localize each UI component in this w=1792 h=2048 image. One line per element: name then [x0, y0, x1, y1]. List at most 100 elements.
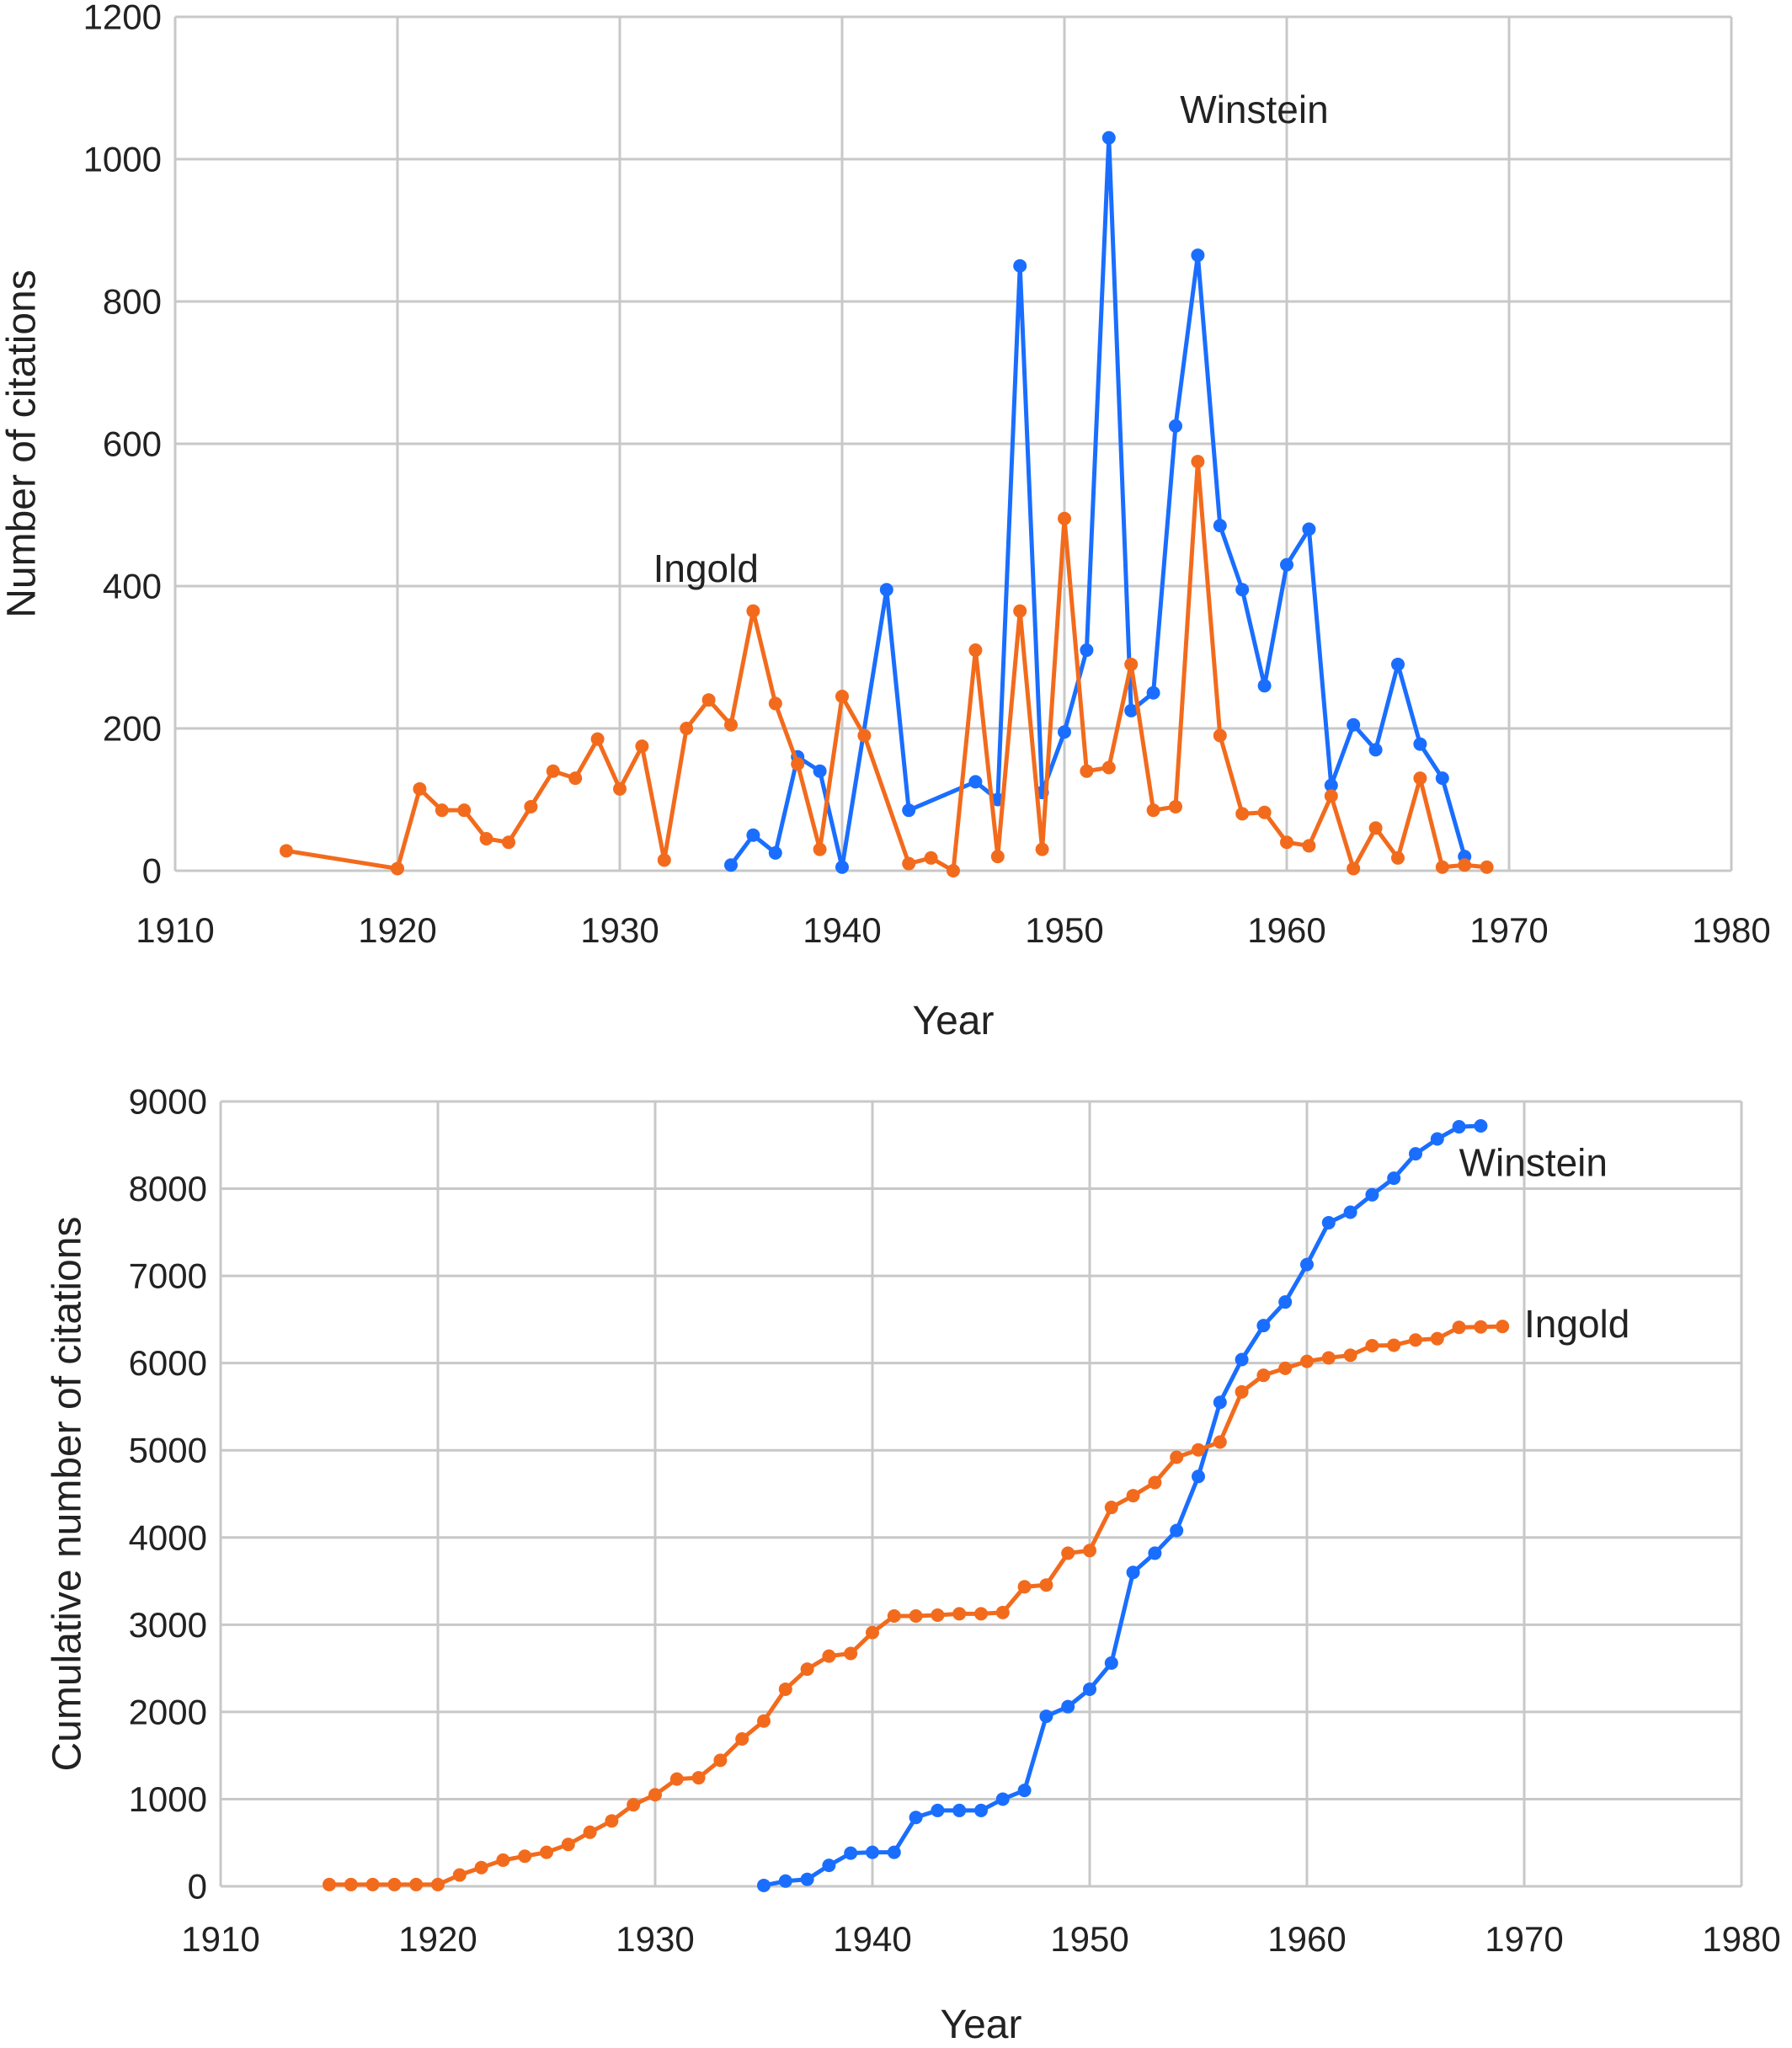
y-tick-label: 0 [188, 1867, 207, 1907]
data-point-ingold [657, 853, 671, 867]
data-point-winstein [835, 860, 849, 874]
data-point-ingold [1126, 1489, 1140, 1503]
data-point-ingold [648, 1788, 662, 1802]
data-point-ingold [1257, 805, 1272, 819]
annotation-winstein: Winstein [1180, 88, 1328, 131]
data-point-winstein [866, 1845, 879, 1859]
data-point-winstein [909, 1811, 923, 1825]
data-point-ingold [680, 722, 694, 735]
x-tick-label: 1950 [1050, 1919, 1128, 1959]
x-tick-label: 1910 [181, 1919, 259, 1959]
data-point-ingold [1213, 728, 1227, 743]
y-tick-label: 6000 [129, 1343, 207, 1383]
series-ingold [280, 455, 1494, 877]
y-tick-label: 400 [103, 567, 162, 606]
data-point-winstein [1192, 1469, 1205, 1484]
data-point-ingold [561, 1837, 575, 1852]
data-point-ingold [391, 861, 404, 876]
data-point-winstein [1257, 679, 1272, 693]
y-tick-label: 1000 [129, 1779, 207, 1819]
data-point-ingold [1192, 1443, 1205, 1457]
y-tick-label: 9000 [129, 1082, 207, 1122]
data-point-ingold [1124, 657, 1139, 671]
data-point-ingold [1013, 604, 1027, 618]
data-point-ingold [887, 1608, 901, 1623]
data-point-winstein [968, 775, 983, 789]
data-point-ingold [1435, 860, 1449, 874]
data-point-winstein [1126, 1565, 1140, 1580]
data-point-ingold [974, 1607, 988, 1621]
data-point-winstein [1080, 643, 1094, 658]
data-point-winstein [1169, 419, 1182, 433]
data-point-ingold [431, 1877, 445, 1891]
data-point-winstein [1124, 703, 1139, 717]
x-tick-label: 1930 [580, 910, 659, 950]
data-point-winstein [1017, 1784, 1032, 1798]
y-tick-label: 7000 [129, 1256, 207, 1296]
x-tick-label: 1960 [1247, 910, 1325, 950]
chart-cumulative-citations: 1910 1920 1930 1940 1950 1960 1970 1980 0 1000 200… [45, 1082, 1781, 2048]
data-point-ingold [1104, 1501, 1118, 1515]
data-point-ingold [1480, 860, 1494, 874]
data-point-ingold [1458, 858, 1472, 872]
data-point-winstein [757, 1878, 771, 1892]
data-point-winstein [1474, 1118, 1488, 1133]
data-point-ingold [1235, 1384, 1249, 1399]
data-point-winstein [1170, 1523, 1184, 1538]
data-point-ingold [635, 739, 649, 754]
data-point-ingold [713, 1753, 728, 1768]
data-point-ingold [813, 842, 827, 856]
data-point-ingold [583, 1825, 597, 1839]
data-point-winstein [1101, 131, 1116, 145]
data-point-winstein [931, 1803, 945, 1817]
data-point-winstein [1343, 1205, 1357, 1219]
data-point-ingold [947, 864, 960, 877]
annotation-winstein: Winstein [1459, 1140, 1608, 1184]
data-point-ingold [502, 835, 515, 850]
data-point-winstein [1191, 248, 1205, 263]
data-point-ingold [1280, 835, 1293, 850]
y-tick-label: 1000 [83, 140, 162, 179]
x-tick-label: 1930 [616, 1919, 694, 1959]
data-point-ingold [1235, 807, 1250, 821]
data-point-winstein [844, 1846, 858, 1860]
data-point-winstein [879, 583, 893, 597]
data-point-winstein [813, 764, 827, 778]
data-point-ingold [452, 1868, 467, 1882]
y-tick-label: 2000 [129, 1692, 207, 1731]
data-point-winstein [1368, 743, 1383, 757]
data-point-ingold [365, 1877, 380, 1891]
series-line-winstein [761, 1123, 1483, 1888]
data-point-ingold [1256, 1368, 1271, 1383]
data-point-winstein [974, 1803, 988, 1817]
data-point-ingold [1391, 851, 1405, 865]
data-point-ingold [344, 1877, 358, 1891]
data-point-ingold [1347, 861, 1361, 876]
data-point-winstein [1235, 583, 1250, 597]
data-point-ingold [1170, 1450, 1184, 1464]
data-point-ingold [323, 1877, 336, 1891]
data-point-ingold [524, 799, 538, 813]
data-point-ingold [605, 1814, 619, 1828]
gridlines [173, 15, 1733, 872]
data-point-winstein [1435, 771, 1449, 786]
data-point-ingold [280, 844, 293, 858]
data-point-winstein [1148, 1546, 1162, 1560]
data-point-ingold [1300, 1354, 1314, 1368]
series-ingold [323, 1320, 1510, 1891]
data-point-ingold [1148, 1475, 1162, 1490]
data-point-ingold [590, 732, 605, 746]
data-point-ingold [1302, 839, 1316, 853]
y-tick-label: 0 [142, 851, 162, 891]
data-point-winstein [1452, 1120, 1466, 1134]
data-point-winstein [1409, 1147, 1422, 1161]
data-point-winstein [1278, 1295, 1293, 1309]
data-point-ingold [457, 803, 472, 818]
data-point-winstein [1321, 1215, 1336, 1229]
data-point-winstein [1302, 522, 1316, 536]
data-point-ingold [613, 781, 627, 796]
data-point-ingold [387, 1877, 402, 1891]
data-point-ingold [866, 1625, 879, 1640]
tick-labels: 1910 1920 1930 1940 1950 1960 1970 1980 0 1000 200… [129, 1082, 1781, 1960]
data-point-ingold [1413, 771, 1427, 786]
